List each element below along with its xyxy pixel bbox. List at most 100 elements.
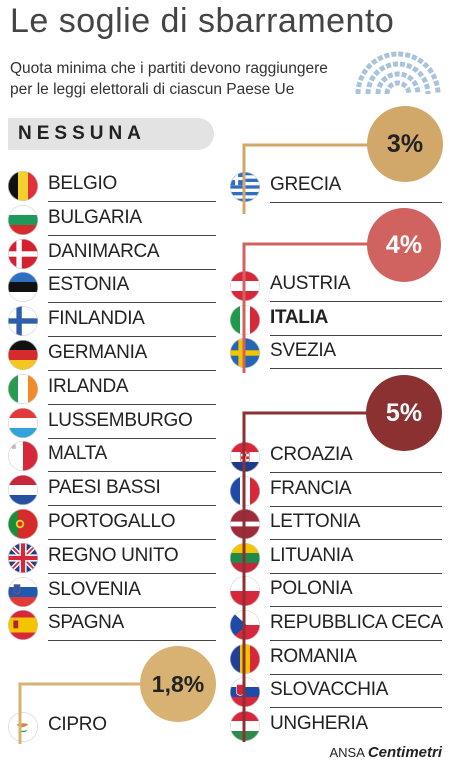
country-item: SLOVENIA bbox=[8, 575, 216, 609]
country-item: CIPRO bbox=[8, 710, 216, 744]
country-item: GERMANIA bbox=[8, 338, 216, 372]
country-name: CIPRO bbox=[48, 714, 107, 735]
flag-icon bbox=[8, 509, 38, 539]
row-divider bbox=[48, 302, 216, 304]
page-title: Le soglie di sbarramento bbox=[10, 2, 395, 40]
country-name: AUSTRIA bbox=[270, 273, 351, 294]
row-divider bbox=[48, 234, 216, 236]
country-name: ITALIA bbox=[270, 306, 329, 328]
country-item: PAESI BASSI bbox=[8, 473, 216, 507]
row-divider bbox=[270, 539, 442, 541]
country-name: LETTONIA bbox=[270, 511, 361, 533]
country-item: REPUBBLICA CECA bbox=[230, 608, 443, 642]
badge-5-percent: 5% bbox=[366, 375, 442, 451]
row-divider bbox=[48, 437, 216, 439]
country-name: SLOVACCHIA bbox=[270, 679, 389, 701]
country-item: ESTONIA bbox=[8, 270, 216, 304]
row-divider bbox=[270, 606, 442, 608]
row-divider bbox=[270, 572, 442, 574]
flag-icon bbox=[8, 576, 38, 607]
country-item: PORTOGALLO bbox=[8, 507, 216, 541]
country-item: BELGIO bbox=[8, 169, 216, 203]
country-name: DANIMARCA bbox=[48, 240, 160, 262]
badge-3-label: 3% bbox=[386, 129, 424, 158]
country-item: REGNO UNITO bbox=[8, 541, 216, 575]
flag-icon bbox=[8, 238, 38, 269]
row-divider bbox=[48, 572, 216, 574]
flag-icon bbox=[8, 712, 38, 742]
country-name: IRLANDA bbox=[48, 375, 129, 397]
parliament-icon bbox=[355, 51, 441, 95]
flag-icon bbox=[8, 306, 38, 337]
row-divider bbox=[270, 472, 442, 473]
row-divider bbox=[48, 539, 216, 540]
none-group-label: NESSUNA bbox=[18, 123, 146, 144]
source-credit: ANSA Centimetri bbox=[330, 744, 443, 761]
badge-5-label: 5% bbox=[385, 398, 423, 427]
country-name: SLOVENIA bbox=[48, 578, 141, 600]
badge-3-percent: 3% bbox=[367, 106, 443, 182]
country-item: FINLANDIA bbox=[8, 304, 216, 338]
row-divider bbox=[48, 471, 216, 473]
row-divider bbox=[48, 336, 216, 338]
country-item: BULGARIA bbox=[8, 203, 216, 237]
row-divider bbox=[48, 640, 216, 642]
row-divider bbox=[270, 202, 442, 203]
row-divider bbox=[48, 268, 216, 270]
country-item: DANIMARCA bbox=[8, 237, 216, 271]
row-divider bbox=[270, 368, 442, 369]
badge-18-label: 1,8% bbox=[151, 670, 205, 697]
country-name: MALTA bbox=[48, 443, 108, 465]
row-divider bbox=[270, 640, 442, 641]
row-divider bbox=[270, 334, 442, 336]
country-name: REPUBBLICA CECA bbox=[270, 612, 443, 633]
flag-icon bbox=[8, 475, 38, 506]
country-name: LUSSEMBURGO bbox=[48, 409, 193, 431]
page-subtitle: Quota minima che i partiti devono raggiu… bbox=[10, 60, 328, 98]
row-divider bbox=[270, 301, 442, 302]
country-item: IRLANDA bbox=[8, 372, 216, 406]
flag-icon bbox=[8, 204, 38, 235]
country-name: CROAZIA bbox=[270, 444, 353, 465]
row-divider bbox=[270, 707, 442, 709]
country-item: LUSSEMBURGO bbox=[8, 406, 216, 440]
badge-4-label: 4% bbox=[385, 230, 423, 259]
country-name: SPAGNA bbox=[48, 612, 124, 634]
country-name: ESTONIA bbox=[48, 274, 129, 296]
row-divider bbox=[48, 403, 216, 405]
country-name: PAESI BASSI bbox=[48, 477, 161, 499]
country-item: MALTA bbox=[8, 439, 216, 473]
source-brand: Centimetri bbox=[367, 744, 442, 761]
country-name: PORTOGALLO bbox=[48, 511, 176, 532]
flag-icon bbox=[8, 171, 38, 201]
flag-icon bbox=[8, 542, 38, 573]
country-name: REGNO UNITO bbox=[48, 544, 179, 566]
country-name: POLONIA bbox=[270, 578, 353, 600]
badge-4-percent: 4% bbox=[367, 208, 441, 282]
row-divider bbox=[48, 370, 216, 371]
row-divider bbox=[48, 606, 216, 608]
flag-icon bbox=[8, 340, 38, 370]
row-divider bbox=[270, 673, 442, 675]
country-name: BELGIO bbox=[48, 173, 117, 194]
country-item: SPAGNA bbox=[8, 608, 216, 642]
row-divider bbox=[270, 505, 442, 507]
country-name: FINLANDIA bbox=[48, 308, 145, 330]
country-name: SVEZIA bbox=[270, 340, 336, 361]
country-name: GERMANIA bbox=[48, 342, 147, 363]
country-name: LITUANIA bbox=[270, 544, 354, 566]
country-name: ROMANIA bbox=[270, 645, 357, 667]
source-ansa: ANSA bbox=[329, 745, 365, 760]
badge-18-percent: 1,8% bbox=[140, 646, 216, 722]
flag-icon bbox=[8, 407, 38, 438]
country-name: BULGARIA bbox=[48, 206, 142, 228]
country-name: UNGHERIA bbox=[270, 712, 368, 734]
flag-icon bbox=[8, 373, 38, 404]
none-group-bar bbox=[8, 118, 214, 150]
country-name: FRANCIA bbox=[270, 477, 352, 499]
row-divider bbox=[48, 505, 216, 507]
row-divider bbox=[48, 201, 216, 202]
country-name: GRECIA bbox=[270, 174, 342, 195]
flag-icon bbox=[8, 441, 38, 472]
